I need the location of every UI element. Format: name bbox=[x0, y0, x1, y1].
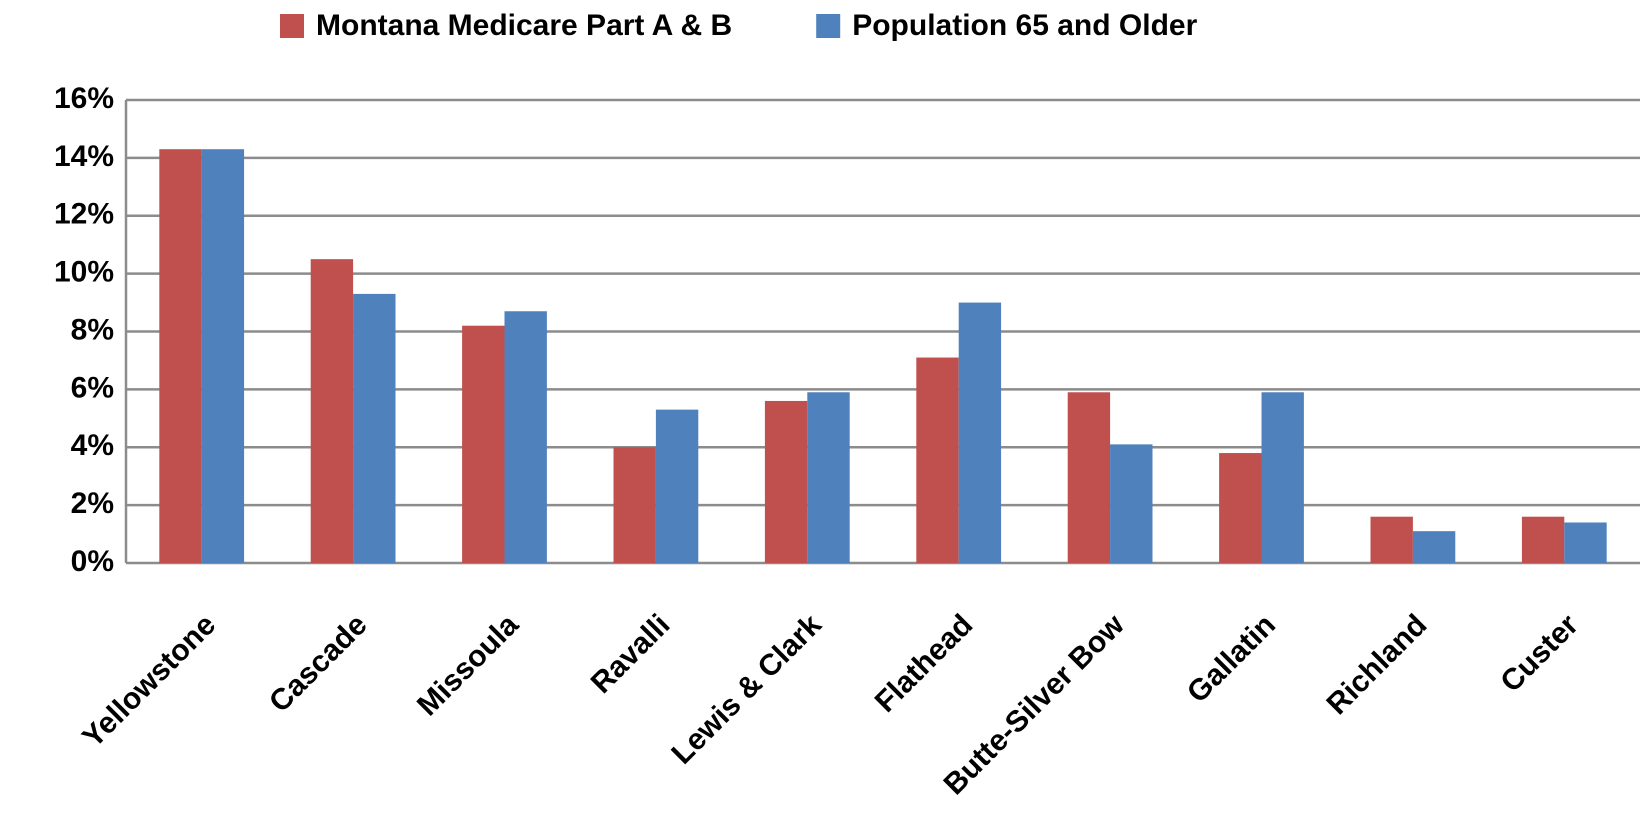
y-tick-label: 6% bbox=[71, 371, 114, 404]
bar bbox=[916, 357, 959, 563]
bar bbox=[159, 149, 202, 563]
x-tick-label: Flathead bbox=[869, 608, 980, 719]
legend: Montana Medicare Part A & B Population 65… bbox=[280, 9, 1198, 42]
bar bbox=[353, 293, 396, 563]
y-tick-label: 12% bbox=[54, 198, 114, 231]
legend-label: Population 65 and Older bbox=[852, 9, 1197, 42]
bar bbox=[655, 409, 699, 563]
y-tick-label: 10% bbox=[54, 256, 114, 289]
y-tick-label: 2% bbox=[71, 487, 114, 520]
y-tick-label: 0% bbox=[71, 545, 114, 578]
legend-swatch bbox=[816, 14, 841, 38]
y-tick-label: 8% bbox=[71, 313, 114, 346]
bar bbox=[807, 392, 850, 563]
x-tick-label: Lewis & Clark bbox=[665, 608, 828, 771]
bar bbox=[1412, 531, 1456, 563]
x-tick-label: Custer bbox=[1494, 608, 1585, 699]
y-tick-label: 4% bbox=[71, 429, 114, 462]
x-tick-label: Richland bbox=[1321, 608, 1434, 721]
x-tick-label: Ravalli bbox=[585, 608, 677, 700]
x-tick-label: Cascade bbox=[263, 608, 374, 719]
y-tick-label: 14% bbox=[54, 140, 114, 173]
legend-swatch bbox=[280, 14, 304, 38]
bar bbox=[1564, 522, 1607, 563]
x-tick-label: Missoula bbox=[411, 608, 525, 722]
bar bbox=[764, 400, 808, 563]
bar bbox=[613, 447, 656, 563]
bar bbox=[310, 259, 354, 563]
bar bbox=[201, 149, 245, 563]
bar bbox=[1067, 392, 1111, 563]
bar bbox=[1219, 453, 1262, 563]
x-tick-label: Yellowstone bbox=[76, 608, 222, 754]
bar bbox=[1370, 516, 1413, 563]
bar bbox=[504, 311, 547, 563]
y-tick-label: 16% bbox=[54, 82, 114, 115]
bar bbox=[1110, 444, 1153, 563]
bar bbox=[1521, 516, 1565, 563]
bar bbox=[1261, 392, 1304, 563]
legend-label: Montana Medicare Part A & B bbox=[316, 9, 732, 42]
bar bbox=[958, 302, 1002, 563]
bar bbox=[462, 325, 505, 563]
x-tick-label: Gallatin bbox=[1181, 608, 1282, 709]
